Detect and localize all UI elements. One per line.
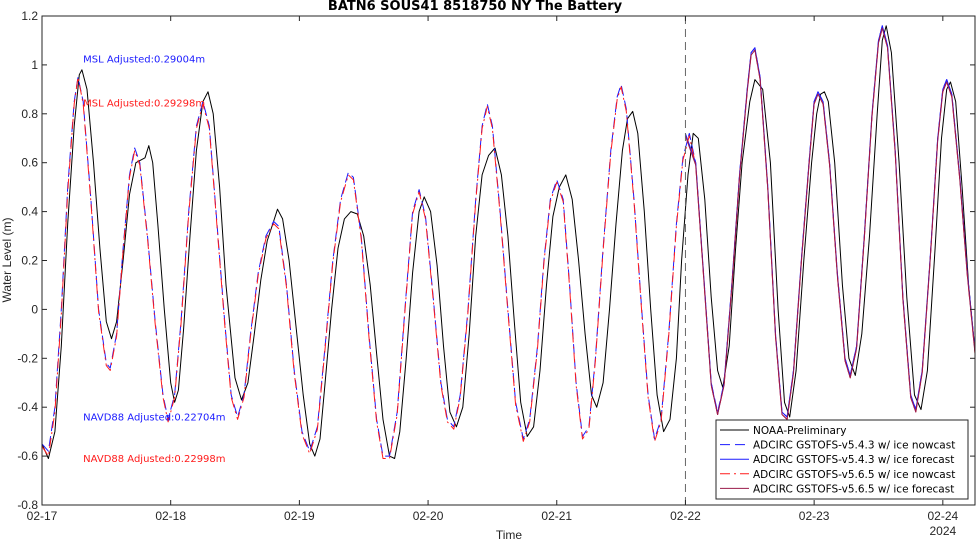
legend-entry-label: ADCIRC GSTOFS-v5.6.5 w/ ice forecast	[753, 483, 954, 495]
x-tick-label: 02-24	[927, 509, 958, 523]
legend-entry-label: ADCIRC GSTOFS-v5.6.5 w/ ice nowcast	[753, 469, 955, 481]
datum-annotation: MSL Adjusted:0.29004m	[83, 54, 205, 65]
y-tick-label: 0	[31, 302, 38, 316]
y-tick-label: 0.8	[21, 107, 38, 121]
y-tick-label: -0.6	[17, 449, 38, 463]
datum-annotation: MSL Adjusted:0.29298m	[83, 98, 205, 109]
y-tick-label: 0.2	[21, 254, 38, 268]
datum-annotation: NAVD88 Adjusted:0.22998m	[83, 454, 225, 465]
series-line-1	[41, 25, 976, 459]
y-tick-label: 1	[31, 58, 38, 72]
legend-entry-label: NOAA-Preliminary	[753, 425, 846, 437]
y-tick-label: 1.2	[21, 9, 38, 23]
y-tick-label: -0.2	[17, 351, 38, 365]
axes: -0.8 -0.6 -0.4 -0.2 0 0.2 0.4 0.6 0.8 1 1.2 02-17 02…	[17, 9, 976, 538]
y-tick-label: -0.8	[17, 498, 38, 512]
series-lines	[41, 25, 976, 459]
x-tick-label: 02-20	[413, 509, 444, 523]
x-tick-label: 02-17	[27, 509, 58, 523]
x-tick-label: 02-21	[541, 509, 572, 523]
y-tick-label: 0.6	[21, 156, 38, 170]
y-tick-label: 0.4	[21, 205, 38, 219]
x-tick-label: 02-22	[670, 509, 701, 523]
datum-annotation: NAVD88 Adjusted:0.22704m	[83, 413, 225, 424]
y-axis-label: Water Level (m)	[0, 218, 14, 303]
legend-box	[715, 419, 969, 500]
y-tick-label: -0.4	[17, 400, 38, 414]
x-year-label: 2024	[929, 524, 956, 538]
x-tick-label: 02-23	[799, 509, 830, 523]
legend-entry-label: ADCIRC GSTOFS-v5.4.3 w/ ice forecast	[753, 454, 954, 466]
x-axis-label: Time	[496, 528, 523, 541]
series-line-5	[684, 27, 976, 420]
chart-title: BATN6 SOUS41 8518750 NY The Battery	[328, 0, 623, 14]
legend: NOAA-Preliminary ADCIRC GSTOFS-v5.4.3 w/ …	[715, 419, 969, 500]
series-line-2	[41, 25, 976, 457]
legend-entry-label: ADCIRC GSTOFS-v5.4.3 w/ ice nowcast	[753, 440, 955, 452]
x-tick-label: 02-18	[155, 509, 186, 523]
x-tick-label: 02-19	[284, 509, 315, 523]
annotations: MSL Adjusted:0.29004m MSL Adjusted:0.2929…	[83, 54, 225, 465]
